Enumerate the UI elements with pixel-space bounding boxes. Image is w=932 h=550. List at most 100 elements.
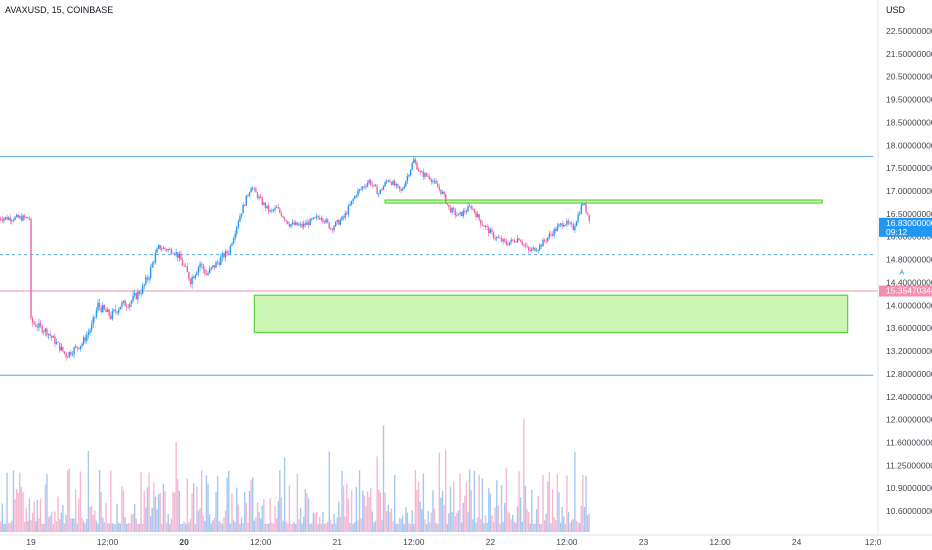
volume-bar [378,489,380,532]
candle-body [438,187,441,190]
candle-body [92,317,94,325]
candle-body [401,188,404,191]
volume-bar [446,523,448,532]
candle-body [124,300,126,307]
volume-bar [346,483,348,532]
candle-body [419,171,421,173]
candle-body [315,216,318,218]
price-tick: 20.50000000 [886,72,932,82]
candle-body [266,205,268,209]
candle-body [314,217,316,219]
candle-body [563,224,565,227]
volume-bar [114,523,117,532]
volume-bar [500,485,503,532]
candle-body [17,214,19,218]
volume-bar [47,517,50,532]
candle-body [417,169,420,172]
symbol-title[interactable]: AVAXUSD, 15, COINBASE [5,5,114,15]
volume-bar [264,523,267,532]
volume-bar [397,523,399,532]
candle-body [167,249,169,251]
volume-bar [381,520,383,532]
volume-bar [437,523,439,532]
horizontal-levels[interactable] [0,155,878,376]
volume-bar [157,494,160,532]
volume-bar [392,521,394,532]
candle-body [358,189,361,191]
candle-body [334,221,337,227]
volume-bar [371,511,374,532]
volume-bar [39,499,42,532]
candle-body [28,218,31,220]
price-tick: 12.00000000 [886,415,932,425]
candle-body [180,253,182,260]
candle-body [403,186,405,189]
candle-body [519,240,522,243]
candle-body [494,238,496,239]
volume-bar [78,498,80,532]
volume-bar [20,487,23,532]
candle-body [354,195,356,199]
candles [0,156,590,361]
candle-body [82,337,85,344]
volume-bar [199,507,201,532]
candle-body [360,188,362,190]
zone-0[interactable] [384,199,823,204]
candle-body [445,194,447,204]
volume-bar [449,486,452,532]
candle-body [433,180,436,182]
candle-body [551,234,554,236]
time-axis[interactable]: 19 12:00 20 12:00 21 12:00 22 12:00 23 12:00 24 12:… [26,537,881,547]
candle-body [585,203,587,213]
volume-bar [511,514,514,532]
volume-bar [59,519,61,532]
volume-bar [116,503,118,532]
candle-body [172,253,174,255]
volume-bar [524,485,527,532]
candle-body [234,233,236,239]
candle-body [197,266,200,273]
volume-bar [505,468,508,532]
volume-bar [413,523,415,532]
volume-bar [416,490,418,532]
price-axis[interactable]: 22.50000000 21.50000000 20.50000000 19.5000… [886,26,932,516]
volume-bar [15,488,18,532]
volume-bar [258,511,260,532]
candle-body [169,249,171,250]
volume-bar [172,491,174,532]
zone-1[interactable] [253,294,849,334]
volume-bar [440,497,442,532]
volume-bar [186,478,189,532]
candle-body [121,302,123,307]
volume-bar [550,523,552,532]
volume-bar [451,511,453,532]
volume-bar [314,513,316,532]
zone-rectangles[interactable] [253,199,849,334]
volume-bar [427,511,429,532]
currency-label: USD [886,5,906,15]
candle-body [38,323,40,328]
price-tick: 13.60000000 [886,323,932,333]
volume-bar [221,523,224,532]
candle-body [282,216,284,218]
candle-body [47,333,50,336]
candle-body [181,259,184,266]
volume-bar [244,491,246,532]
candle-body [488,227,490,234]
candle-body [236,226,238,234]
candle-body [370,180,372,185]
volume-bar [17,493,19,532]
candle-body [127,306,129,308]
volume-bar [237,504,240,532]
volume-bar [272,523,275,532]
volume-bar [181,523,184,532]
volume-bar [127,523,129,532]
time-tick: 12:00 [250,537,272,547]
volume-bar [445,449,447,532]
volume-bar [151,507,153,532]
candle-body [113,309,115,311]
volume-bar [499,523,501,532]
volume-bar [504,503,506,532]
volume-bar [488,488,490,532]
